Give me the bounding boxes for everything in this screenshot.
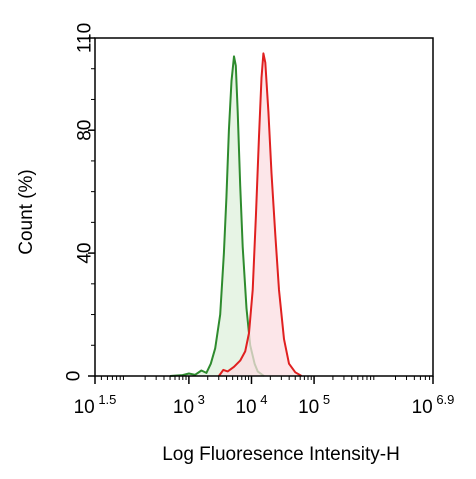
y-axis-title: Count (%) (16, 169, 37, 255)
x-tick-label-0: 10 1.5 (74, 392, 117, 418)
series-0-area (170, 56, 264, 377)
y-tick-label-2: 80 (75, 120, 96, 141)
series-layer (170, 52, 303, 377)
series-1-area (218, 53, 302, 377)
x-tick-label-1: 10 3 (173, 392, 205, 418)
x-axis-title: Log Fluoresence Intensity-H (162, 444, 400, 465)
series-1-line (218, 52, 303, 377)
x-tick-label-2: 10 4 (235, 392, 267, 418)
x-axis: 10 1.5 10 3 10 4 10 5 10 6.9 (74, 376, 455, 418)
y-tick-label-1: 40 (75, 243, 96, 264)
x-tick-label-4: 10 6.9 (412, 392, 455, 418)
series-0-line (170, 55, 265, 377)
x-tick-label-3: 10 5 (298, 392, 330, 418)
y-tick-label-3: 110 (75, 23, 96, 53)
plot-frame (94, 37, 434, 377)
y-axis: 0 40 80 110 (64, 23, 96, 381)
y-tick-label-0: 0 (64, 371, 85, 382)
